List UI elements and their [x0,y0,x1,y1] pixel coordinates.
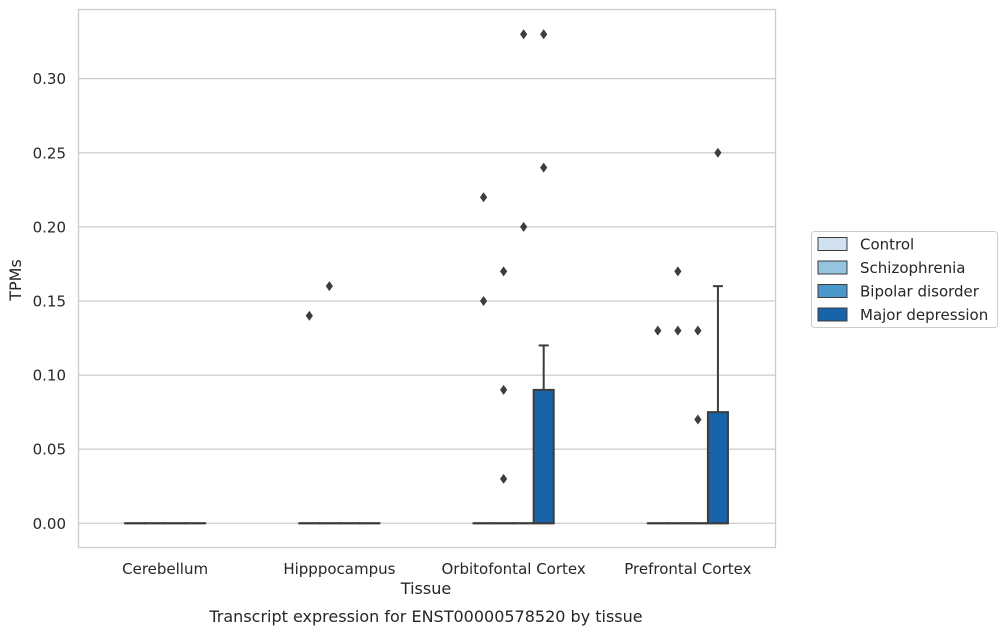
y-tick-label: 0.25 [33,144,66,162]
x-axis-label: Tissue [400,579,451,598]
x-tick-labels: Cerebellum Hipppocampus Orbitofontal Corte… [122,560,751,578]
outlier-point [674,326,681,336]
x-tick-label: Orbitofontal Cortex [442,560,586,578]
y-tick-label: 0.10 [33,367,66,385]
outlier-point [520,222,527,232]
outlier-point [714,148,721,158]
chart-caption: Transcript expression for ENST0000057852… [208,607,642,626]
outlier-point [654,326,661,336]
outlier-point [694,326,701,336]
y-tick-labels: 0.00 0.05 0.10 0.15 0.20 0.25 0.30 [33,70,66,533]
y-tick-label: 0.05 [33,441,66,459]
x-tick-label: Hipppocampus [283,560,395,578]
outlier-point [694,415,701,425]
outlier-point [540,163,547,173]
y-tick-label: 0.00 [33,515,66,533]
legend-swatch [818,308,847,321]
box [534,390,554,523]
y-tick-label: 0.30 [33,70,66,88]
outlier-point [540,29,547,39]
legend-swatch [818,238,847,251]
y-axis-label: TPMs [6,259,25,302]
outlier-point [500,266,507,276]
legend-label: Bipolar disorder [860,283,980,301]
y-tick-label: 0.20 [33,218,66,236]
legend-swatch [818,285,847,298]
outlier-point [520,29,527,39]
gridlines [78,79,775,524]
outlier-point [674,266,681,276]
legend-label: Control [860,236,914,254]
plot-area [79,10,776,548]
legend-label: Schizophrenia [860,259,965,277]
outlier-point [326,281,333,291]
outlier-point [306,311,313,321]
outlier-point [500,385,507,395]
legend-swatch [818,261,847,274]
outlier-point [480,192,487,202]
outlier-point [480,296,487,306]
outlier-point [500,474,507,484]
legend: Control Schizophrenia Bipolar disorder Majo… [812,232,998,328]
box [708,412,728,523]
x-tick-label: Prefrontal Cortex [624,560,751,578]
y-tick-label: 0.15 [33,292,66,310]
legend-label: Major depression [860,306,988,324]
x-tick-label: Cerebellum [122,560,208,578]
